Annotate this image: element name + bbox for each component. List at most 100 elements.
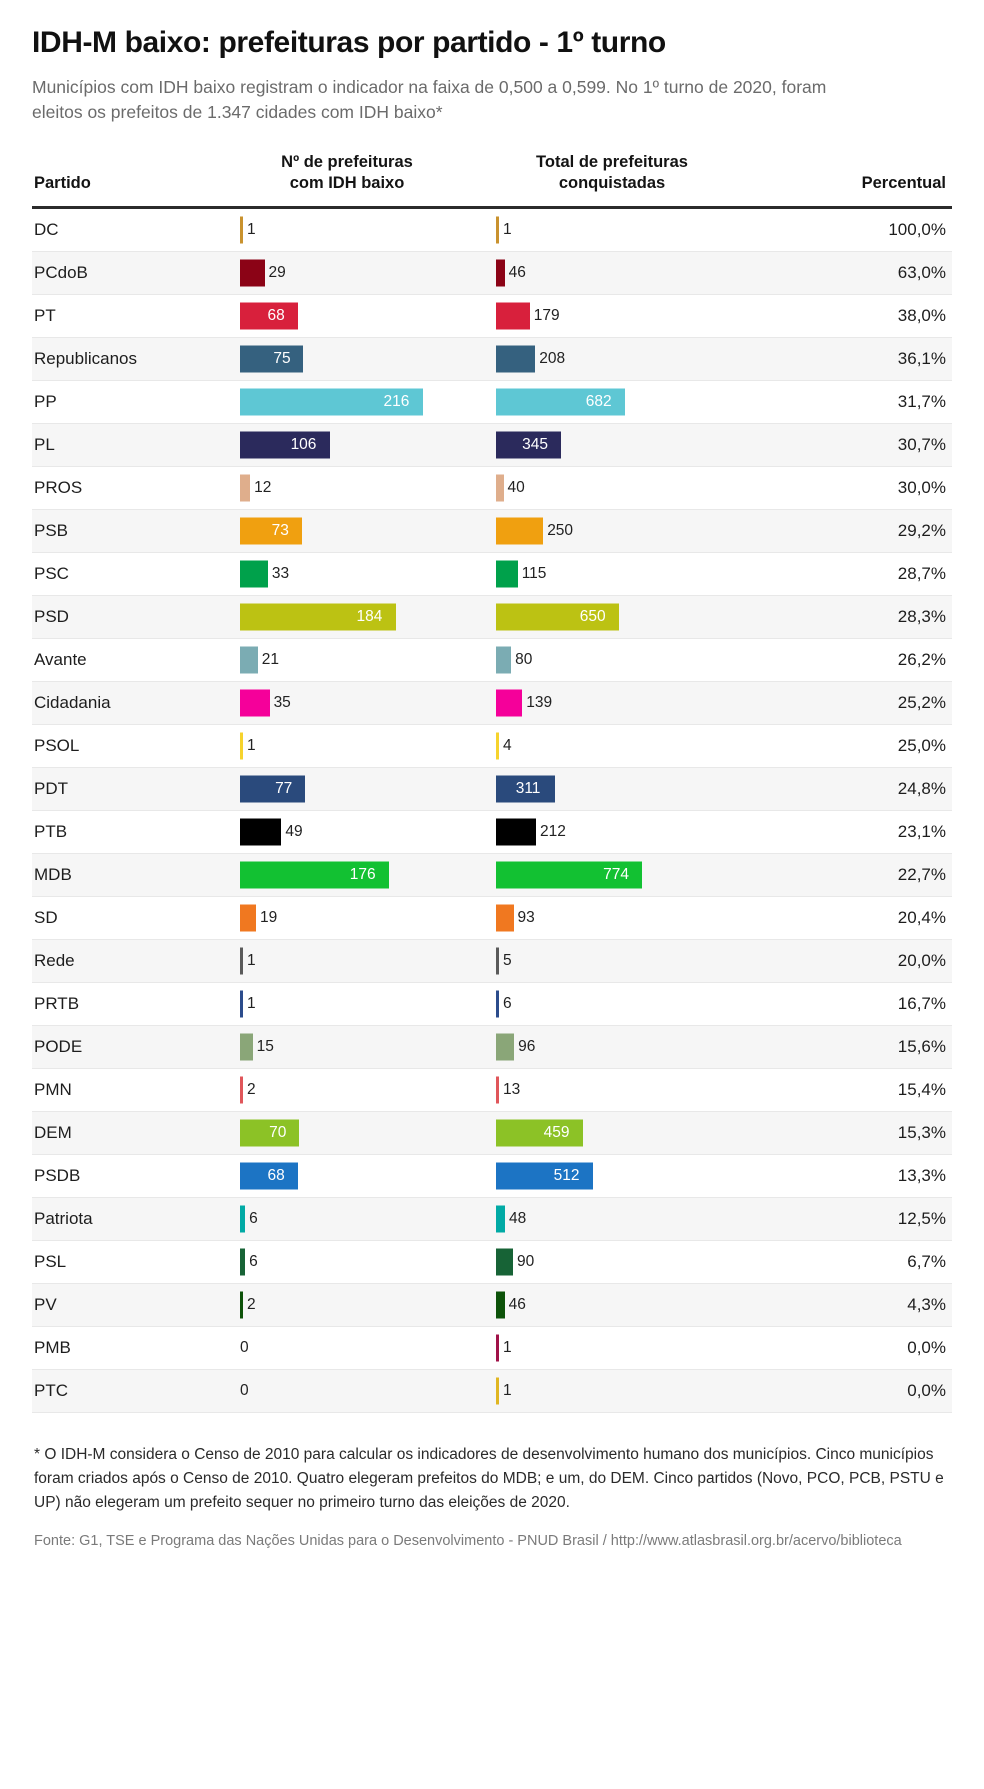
total-value-label: 459 [543, 1123, 570, 1141]
cell-party-name: PTC [32, 1369, 240, 1413]
total-bar [496, 302, 530, 329]
total-bar-container: 4 [496, 725, 774, 767]
low-idh-bar-container: 1 [240, 940, 496, 982]
total-bar [496, 775, 555, 802]
column-header-low-idh-line2: com IDH baixo [289, 174, 405, 193]
low-idh-bar-container: 29 [240, 252, 496, 294]
total-value-label: 139 [526, 693, 553, 711]
total-bar-container: 40 [496, 467, 774, 509]
total-bar-container: 80 [496, 639, 774, 681]
total-bar-container: 13 [496, 1069, 774, 1111]
column-header-percentual: Percentual [861, 174, 946, 193]
total-bar [496, 646, 512, 673]
cell-total: 139 [496, 681, 774, 725]
cell-percentual: 38,0% [774, 294, 952, 338]
total-bar-container: 1 [496, 1370, 774, 1412]
cell-total: 40 [496, 466, 774, 510]
cell-low-idh: 68 [240, 1154, 496, 1198]
low-idh-value-label: 176 [349, 865, 376, 883]
total-value-label: 115 [521, 564, 547, 582]
low-idh-bar-container: 68 [240, 1155, 496, 1197]
cell-low-idh: 19 [240, 896, 496, 940]
total-bar [496, 861, 643, 888]
low-idh-bar [240, 345, 304, 372]
cell-party-name: Republicanos [32, 337, 240, 381]
cell-party-name: PMN [32, 1068, 240, 1112]
low-idh-value-label: 6 [249, 1209, 258, 1227]
cell-total: 250 [496, 509, 774, 553]
low-idh-value-label: 33 [271, 564, 290, 582]
table-row: PSB 73 250 29,2% [32, 509, 952, 553]
table-row: DC 1 1 100,0% [32, 208, 952, 252]
low-idh-bar-container: 184 [240, 596, 496, 638]
low-idh-value-label: 73 [271, 521, 289, 539]
low-idh-bar-container: 216 [240, 381, 496, 423]
table-row: Cidadania 35 139 25,2% [32, 681, 952, 725]
low-idh-bar [240, 431, 330, 458]
cell-percentual: 4,3% [774, 1283, 952, 1327]
total-value-label: 5 [503, 951, 512, 969]
low-idh-value-label: 0 [240, 1338, 249, 1356]
cell-low-idh: 49 [240, 810, 496, 854]
total-bar-container: 345 [496, 424, 774, 466]
total-bar [496, 388, 625, 415]
total-bar-container: 46 [496, 252, 774, 294]
cell-low-idh: 6 [240, 1240, 496, 1284]
total-bar-container: 208 [496, 338, 774, 380]
low-idh-bar [240, 1248, 246, 1275]
total-value-label: 208 [539, 349, 566, 367]
total-bar [496, 1334, 499, 1361]
cell-total: 93 [496, 896, 774, 940]
total-value-label: 345 [522, 435, 548, 453]
cell-percentual: 15,3% [774, 1111, 952, 1155]
cell-low-idh: 77 [240, 767, 496, 811]
total-value-label: 40 [507, 478, 525, 496]
total-bar-container: 6 [496, 983, 774, 1025]
low-idh-value-label: 1 [247, 994, 256, 1012]
table-row: PV 2 46 4,3% [32, 1283, 952, 1327]
cell-total: 4 [496, 724, 774, 768]
table-row: PSL 6 90 6,7% [32, 1240, 952, 1284]
low-idh-bar-container: 19 [240, 897, 496, 939]
low-idh-bar [240, 990, 243, 1017]
total-bar [496, 1205, 506, 1232]
total-bar [496, 1248, 513, 1275]
total-value-label: 774 [603, 865, 629, 883]
total-bar-container: 311 [496, 768, 774, 810]
cell-total: 682 [496, 380, 774, 424]
table-row: DEM 70 459 15,3% [32, 1111, 952, 1155]
total-bar-container: 48 [496, 1198, 774, 1240]
low-idh-value-label: 184 [356, 607, 383, 625]
cell-party-name: MDB [32, 853, 240, 897]
low-idh-value-label: 1 [247, 220, 256, 238]
cell-party-name: PRTB [32, 982, 240, 1026]
low-idh-bar-container: 2 [240, 1284, 496, 1326]
total-value-label: 1 [503, 220, 512, 238]
cell-percentual: 15,6% [774, 1025, 952, 1069]
cell-percentual: 0,0% [774, 1369, 952, 1413]
cell-total: 96 [496, 1025, 774, 1069]
total-bar [496, 689, 523, 716]
cell-percentual: 25,2% [774, 681, 952, 725]
table-row: MDB 176 774 22,7% [32, 853, 952, 897]
page-title: IDH-M baixo: prefeituras por partido - 1… [32, 26, 666, 59]
cell-low-idh: 12 [240, 466, 496, 510]
low-idh-value-label: 12 [254, 478, 272, 496]
low-idh-bar-container: 68 [240, 295, 496, 337]
table-body: DC 1 1 100,0% PCdoB 29 46 63,0% PT 68 179 38,0% Repu… [32, 208, 952, 1413]
total-bar-container: 250 [496, 510, 774, 552]
table-row: PSD 184 650 28,3% [32, 595, 952, 639]
cell-party-name: PMB [32, 1326, 240, 1370]
low-idh-bar-container: 176 [240, 854, 496, 896]
low-idh-value-label: 29 [268, 263, 286, 281]
cell-total: 212 [496, 810, 774, 854]
total-bar [496, 345, 536, 372]
low-idh-bar [240, 1076, 243, 1103]
total-value-label: 1 [503, 1381, 512, 1399]
total-value-label: 13 [503, 1080, 521, 1098]
cell-low-idh: 2 [240, 1068, 496, 1112]
low-idh-bar [240, 517, 302, 544]
table-row: PMN 2 13 15,4% [32, 1068, 952, 1112]
low-idh-value-label: 6 [249, 1252, 258, 1270]
table-row: PDT 77 311 24,8% [32, 767, 952, 811]
